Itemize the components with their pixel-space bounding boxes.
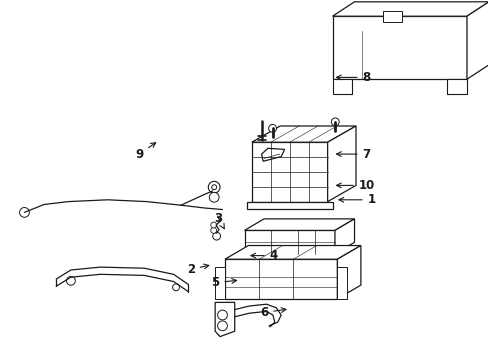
Circle shape — [331, 118, 339, 126]
Polygon shape — [244, 230, 334, 254]
Text: 9: 9 — [135, 143, 155, 161]
Polygon shape — [246, 202, 332, 209]
Circle shape — [211, 185, 216, 190]
Text: 4: 4 — [250, 249, 277, 262]
Text: 8: 8 — [336, 71, 370, 84]
Polygon shape — [337, 267, 346, 299]
Circle shape — [212, 232, 220, 240]
Polygon shape — [224, 259, 337, 299]
Circle shape — [210, 228, 216, 233]
Text: 10: 10 — [336, 179, 374, 192]
Polygon shape — [447, 79, 466, 94]
Polygon shape — [261, 148, 284, 161]
Circle shape — [66, 276, 75, 285]
Text: 5: 5 — [211, 276, 236, 289]
Polygon shape — [251, 126, 355, 142]
Circle shape — [209, 192, 219, 202]
Circle shape — [20, 207, 29, 217]
Polygon shape — [244, 219, 354, 230]
Polygon shape — [466, 2, 488, 79]
Text: 6: 6 — [260, 306, 285, 319]
Polygon shape — [215, 302, 234, 337]
Polygon shape — [337, 246, 360, 299]
Circle shape — [208, 181, 220, 193]
Polygon shape — [334, 219, 354, 254]
Polygon shape — [332, 2, 488, 16]
Text: 2: 2 — [186, 263, 208, 276]
Circle shape — [210, 222, 216, 228]
Polygon shape — [224, 246, 360, 259]
Text: 1: 1 — [338, 193, 375, 206]
Polygon shape — [251, 142, 327, 202]
Polygon shape — [332, 16, 466, 79]
Circle shape — [217, 321, 227, 331]
Text: 3: 3 — [214, 212, 224, 229]
Circle shape — [172, 284, 179, 291]
Polygon shape — [327, 126, 355, 202]
Bar — [382, 11, 401, 22]
Circle shape — [217, 310, 227, 320]
Circle shape — [268, 125, 276, 132]
Text: 7: 7 — [336, 148, 370, 161]
Polygon shape — [215, 267, 224, 299]
Polygon shape — [332, 79, 351, 94]
